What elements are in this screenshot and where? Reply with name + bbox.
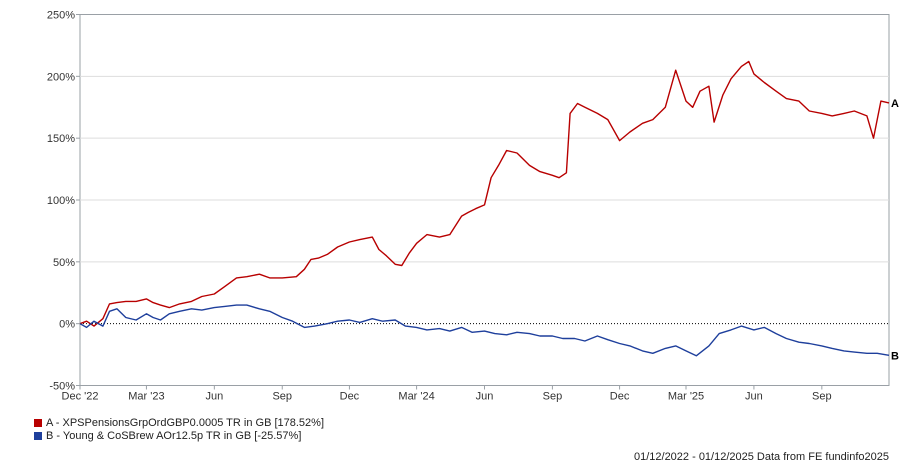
- y-tick-label: 200%: [47, 71, 75, 83]
- legend-item-a: A - XPSPensionsGrpOrdGBP0.0005 TR in GB …: [34, 417, 324, 430]
- x-tick-label: Sep: [812, 391, 832, 403]
- x-tick-label: Sep: [543, 391, 563, 403]
- y-gridlines: [80, 75, 889, 263]
- x-tick-label: Jun: [745, 391, 763, 403]
- x-tick-label: Sep: [272, 391, 292, 403]
- legend-label-b: B - Young & CoSBrew AOr12.5p TR in GB [-…: [46, 430, 302, 442]
- series-end-labels: AB: [891, 98, 899, 362]
- y-tick-label: 0%: [59, 319, 75, 331]
- series-end-label-b: B: [891, 350, 899, 362]
- y-tick-label: 250%: [47, 10, 75, 22]
- series-lines: [79, 60, 890, 357]
- y-tick-label: 150%: [47, 133, 75, 145]
- x-tick-label: Mar '23: [128, 391, 164, 403]
- series-line-a: [79, 60, 890, 327]
- x-tick-label: Mar '24: [398, 391, 434, 403]
- x-tick-label: Jun: [205, 391, 223, 403]
- x-tick-label: Dec: [340, 391, 360, 403]
- legend-item-b: B - Young & CoSBrew AOr12.5p TR in GB [-…: [34, 430, 324, 443]
- legend-swatch-b: [34, 431, 42, 440]
- chart-footer: 01/12/2022 - 01/12/2025 Data from FE fun…: [633, 451, 889, 463]
- series-line-b: [79, 304, 890, 357]
- x-tick-label: Mar '25: [668, 391, 704, 403]
- x-tick-label: Jun: [476, 391, 494, 403]
- y-tick-label: 100%: [47, 195, 75, 207]
- y-tick-label: 50%: [53, 257, 75, 269]
- x-axis-ticks: Dec '22 Mar '23 Jun Sep Dec Mar '24 Jun Sep Dec M…: [62, 385, 832, 403]
- performance-chart: -50% 0% 50% 100% 150% 200% 250% Dec '22 Mar '23…: [47, 10, 899, 403]
- legend-swatch-a: [34, 418, 42, 427]
- series-end-label-a: A: [891, 98, 899, 110]
- x-tick-label: Dec: [610, 391, 630, 403]
- x-tick-label: Dec '22: [62, 391, 99, 403]
- legend-label-a: A - XPSPensionsGrpOrdGBP0.0005 TR in GB …: [46, 417, 324, 429]
- legend: A - XPSPensionsGrpOrdGBP0.0005 TR in GB …: [34, 417, 324, 443]
- y-axis-ticks: -50% 0% 50% 100% 150% 200% 250%: [47, 10, 80, 393]
- y-tick-label: -50%: [49, 381, 75, 393]
